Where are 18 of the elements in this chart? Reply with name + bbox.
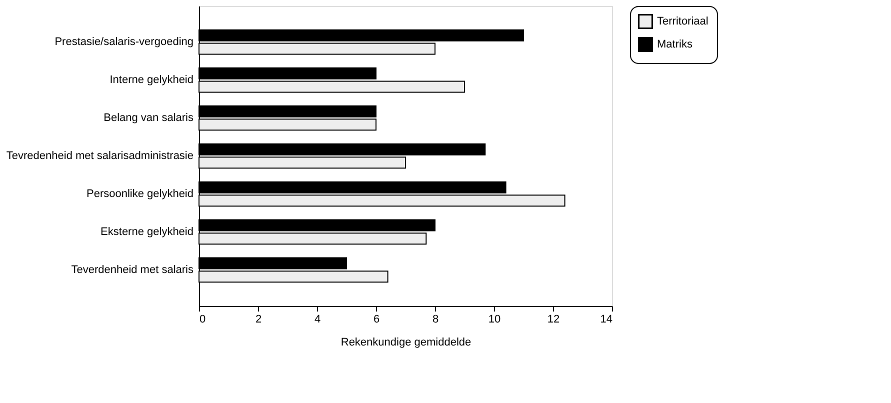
x-tick-label: 8 bbox=[432, 314, 439, 326]
x-tick-label: 4 bbox=[314, 314, 321, 326]
y-tick-label: Teverdenheid met salaris bbox=[71, 264, 194, 276]
y-tick-label: Eksterne gelykheid bbox=[100, 226, 194, 238]
x-tick-label: 0 bbox=[200, 314, 206, 326]
x-tick-label: 14 bbox=[600, 314, 612, 326]
x-tick-label: 12 bbox=[547, 314, 560, 326]
x-axis-title: Rekenkundige gemiddelde bbox=[340, 336, 472, 348]
x-tick-label: 6 bbox=[373, 314, 380, 326]
y-tick-label: Tevredenheid met salarisadministrasie bbox=[6, 150, 194, 162]
x-tick-label: 10 bbox=[488, 314, 501, 326]
legend-label: Matriks bbox=[657, 38, 693, 50]
y-tick-label: Interne gelykheid bbox=[110, 74, 194, 86]
y-tick-label: Belang van salaris bbox=[104, 112, 194, 124]
y-tick-label: Persoonlike gelykheid bbox=[86, 188, 194, 200]
y-tick-label: Prestasie/salaris-vergoeding bbox=[54, 36, 194, 48]
x-tick-label: 2 bbox=[255, 314, 262, 326]
legend-label: Territoriaal bbox=[657, 16, 708, 28]
